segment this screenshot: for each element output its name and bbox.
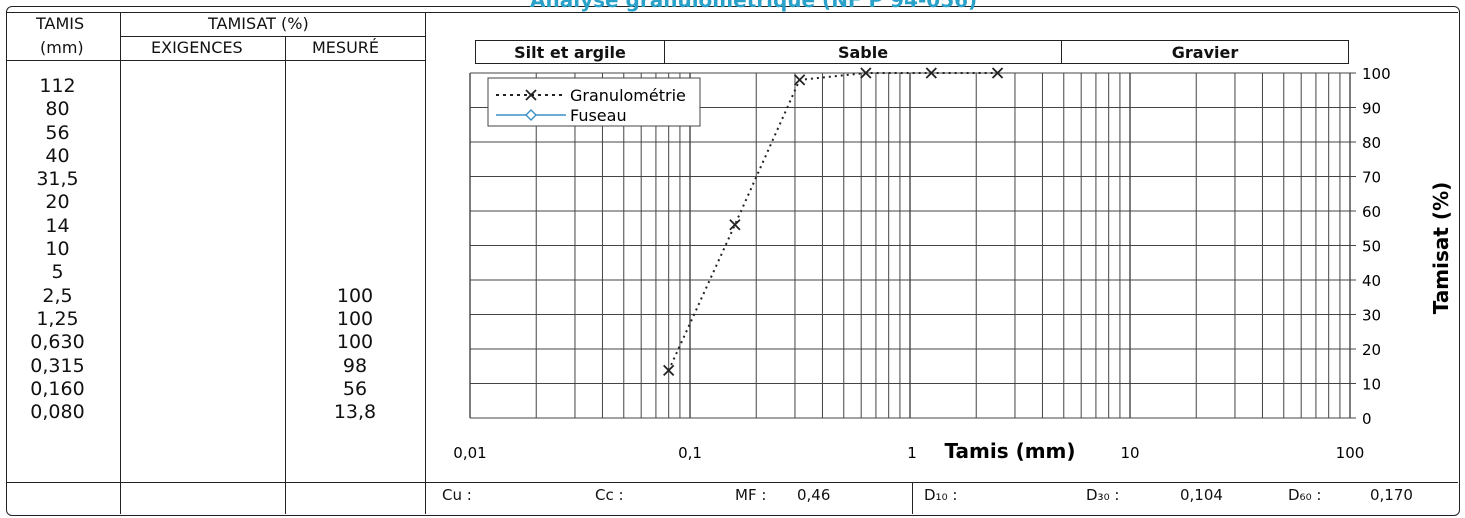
sheet-frame bbox=[6, 6, 1460, 516]
y-tick-label: 70 bbox=[1362, 169, 1381, 187]
table-subheader-line bbox=[120, 36, 425, 37]
d30-label: D₃₀ : bbox=[1086, 486, 1120, 504]
mesure-cell: 100 bbox=[336, 331, 374, 354]
table-footer-line bbox=[6, 482, 1458, 483]
y-tick-label: 60 bbox=[1362, 203, 1381, 221]
x-tick-label: 100 bbox=[1336, 444, 1365, 462]
band-gravier: Gravier bbox=[1061, 40, 1349, 64]
granulometrie-point bbox=[860, 67, 872, 79]
header-exigences: EXIGENCES bbox=[151, 38, 243, 57]
tamis-cell: 0,630 bbox=[30, 331, 85, 354]
table-top-line bbox=[6, 12, 1458, 13]
band-sable: Sable bbox=[664, 40, 1062, 64]
granulometrie-point bbox=[793, 74, 806, 86]
y-tick-label: 10 bbox=[1362, 376, 1381, 394]
mesure-cell: 98 bbox=[342, 354, 368, 377]
x-tick-label: 1 bbox=[907, 444, 917, 462]
tamis-cell: 5 bbox=[51, 261, 64, 284]
y-tick-label: 80 bbox=[1362, 134, 1381, 152]
legend-granulometrie-label: Granulométrie bbox=[570, 86, 686, 105]
tamis-cell: 0,315 bbox=[30, 354, 85, 377]
d30-value: 0,104 bbox=[1180, 486, 1223, 504]
granulometrie-point bbox=[925, 67, 937, 79]
y-tick-label: 20 bbox=[1362, 341, 1381, 359]
x-tick-label: 0,01 bbox=[453, 444, 486, 462]
y-tick-label: 0 bbox=[1362, 410, 1372, 428]
tamis-cell: 0,080 bbox=[30, 401, 85, 424]
table-col-divider-3 bbox=[425, 12, 426, 514]
header-tamis: TAMIS bbox=[36, 14, 85, 33]
y-axis-label: Tamisat (%) bbox=[1429, 182, 1453, 315]
y-tick-label: 50 bbox=[1362, 238, 1381, 256]
legend-box bbox=[487, 77, 701, 127]
legend-fuseau-label: Fuseau bbox=[570, 106, 627, 125]
band-silt-argile: Silt et argile bbox=[475, 40, 665, 64]
mesure-cell: 100 bbox=[336, 307, 374, 330]
table-col-divider-1 bbox=[120, 12, 121, 514]
tamis-cell: 40 bbox=[45, 144, 70, 167]
mesure-cell: 100 bbox=[336, 284, 374, 307]
mesure-cell: 56 bbox=[342, 377, 368, 400]
table-col-divider-2 bbox=[285, 36, 286, 514]
header-mm: (mm) bbox=[40, 38, 84, 57]
granulometrie-line bbox=[667, 72, 998, 371]
tamis-cell: 2,5 bbox=[42, 284, 73, 307]
x-axis-label: Tamis (mm) bbox=[944, 439, 1075, 463]
mf-value: 0,46 bbox=[797, 486, 831, 504]
granulometrie-point bbox=[991, 67, 1004, 79]
column-mesure: 100 100 100 98 56 13,8 bbox=[285, 75, 425, 424]
chart-series bbox=[663, 67, 1004, 377]
chart-grid bbox=[469, 72, 1356, 419]
y-tick-label: 90 bbox=[1362, 100, 1381, 118]
x-tick-labels: 0,01 0,1 1 10 100 bbox=[453, 444, 1364, 462]
y-tick-labels: 0 10 20 30 40 50 60 70 80 90 100 bbox=[1362, 65, 1391, 428]
tamis-cell: 1,25 bbox=[36, 307, 79, 330]
granulometrie-point bbox=[663, 364, 675, 377]
tamis-cell: 0,160 bbox=[30, 377, 85, 400]
tamis-cell: 56 bbox=[45, 121, 70, 144]
header-mesure: MESURÉ bbox=[312, 38, 380, 57]
page-title: Analyse granulométrique (NF P 94-056) bbox=[530, 0, 978, 12]
tamis-cell: 14 bbox=[45, 214, 70, 237]
column-tamis: 112 80 56 40 31,5 20 14 10 5 2,5 1,25 0,630 0,315 0,1… bbox=[0, 75, 115, 424]
cu-label: Cu : bbox=[442, 486, 472, 504]
tamis-cell: 31,5 bbox=[36, 168, 79, 191]
mf-label: MF : bbox=[735, 486, 767, 504]
y-tick-label: 40 bbox=[1362, 272, 1381, 290]
d60-value: 0,170 bbox=[1370, 486, 1413, 504]
granulometrie-point bbox=[729, 219, 741, 231]
x-tick-label: 10 bbox=[1120, 444, 1139, 462]
table-header-line bbox=[6, 60, 425, 61]
x-tick-label: 0,1 bbox=[678, 444, 702, 462]
tamis-cell: 20 bbox=[45, 191, 70, 214]
d10-label: D₁₀ : bbox=[924, 486, 958, 504]
d60-label: D₆₀ : bbox=[1288, 486, 1322, 504]
y-tick-label: 30 bbox=[1362, 307, 1381, 325]
tamis-cell: 10 bbox=[45, 238, 70, 261]
header-tamisat: TAMISAT (%) bbox=[208, 14, 309, 33]
footer-divider bbox=[912, 482, 913, 514]
tamis-cell: 80 bbox=[45, 98, 70, 121]
cc-label: Cc : bbox=[595, 486, 624, 504]
mesure-cell: 13,8 bbox=[333, 401, 377, 424]
y-tick-label: 100 bbox=[1362, 65, 1391, 83]
tamis-cell: 112 bbox=[39, 75, 76, 97]
